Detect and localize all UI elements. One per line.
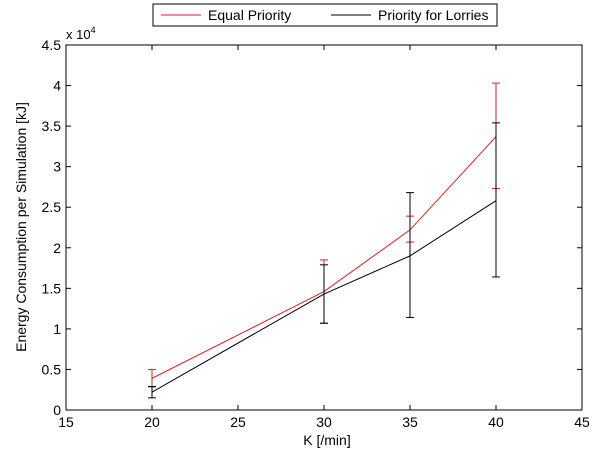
x-tick-label: 25 [230,414,246,430]
y-tick-label: 0 [53,402,61,418]
y-axis-multiplier: x 104 [66,25,96,42]
y-tick-label: 3 [53,159,61,175]
plot-frame [65,44,583,411]
series-0 [148,82,500,388]
series-1 [148,122,500,399]
axes: 15 20 25 30 35 40 45 0 0.5 1 1.5 2 2.5 3 3.5 4 4.5 [42,37,590,430]
x-tick-label: 40 [488,414,504,430]
legend-box [152,3,498,27]
x-tick-label: 20 [144,414,160,430]
x-axis-label: K [/min] [303,432,350,448]
y-axis-label: Energy Consumption per Simulation [kJ] [13,102,29,352]
y-tick-label: 4 [53,78,61,94]
x-tick-label: 30 [316,414,332,430]
x-tick-label: 35 [402,414,418,430]
y-tick-label: 2.5 [42,199,62,215]
legend-label: Priority for Lorries [378,7,488,23]
series-line [151,136,497,379]
y-tick-label: 4.5 [42,37,62,53]
series-line [151,200,497,393]
x-tick-label: 15 [58,414,74,430]
y-tick-label: 2 [53,240,61,256]
y-tick-label: 1 [53,321,61,337]
y-tick-label: 0.5 [42,361,62,377]
legend: Equal Priority Priority for Lorries [152,3,498,27]
y-tick-label: 3.5 [42,118,62,134]
series-layer [148,82,500,399]
x-tick-label: 45 [574,414,590,430]
y-tick-label: 1.5 [42,280,62,296]
legend-label: Equal Priority [208,7,291,23]
